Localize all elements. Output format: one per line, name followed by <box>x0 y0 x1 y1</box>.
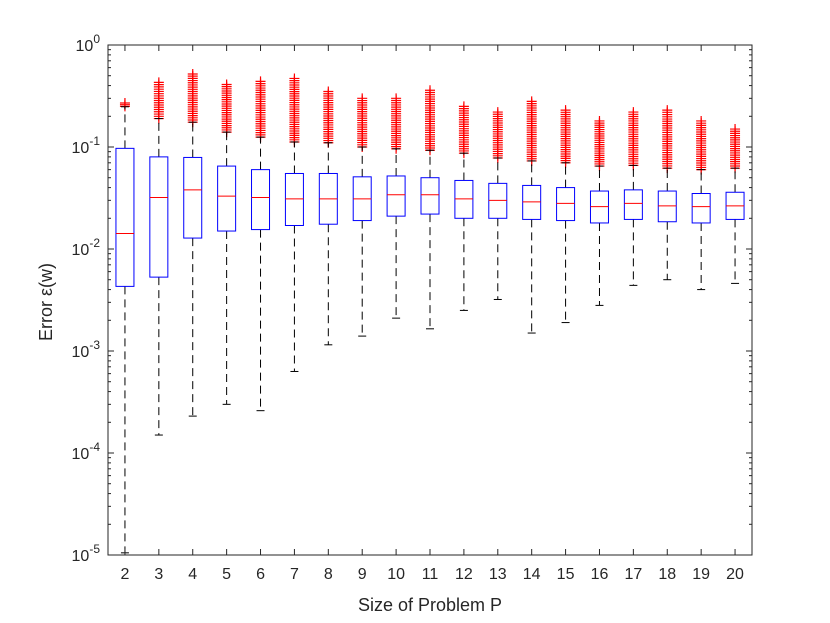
box-group-2 <box>115 98 135 554</box>
x-tick-label: 10 <box>387 566 405 583</box>
x-tick-label: 15 <box>557 566 575 583</box>
y-tick-exponent: -1 <box>89 134 100 148</box>
box-group-17 <box>623 107 643 286</box>
x-tick-label: 14 <box>523 566 541 583</box>
outlier-marker <box>526 96 537 107</box>
y-axis-title: Error ε(w) <box>36 263 56 341</box>
y-tick-base: 10 <box>72 446 90 463</box>
box-group-14 <box>522 96 542 334</box>
iqr-box <box>149 156 169 278</box>
outlier-marker <box>730 124 741 135</box>
y-tick-label: 10-3 <box>72 338 101 361</box>
y-tick-base: 10 <box>72 242 90 259</box>
outlier-marker <box>221 79 232 90</box>
x-tick-label: 19 <box>692 566 710 583</box>
outlier-marker <box>594 115 605 126</box>
iqr-box <box>386 175 406 217</box>
x-tick-label: 18 <box>658 566 676 583</box>
y-tick-exponent: -5 <box>89 542 100 556</box>
x-axis-title: Size of Problem P <box>358 595 502 615</box>
outlier-marker <box>323 86 334 97</box>
y-tick-label: 10-4 <box>72 440 101 463</box>
iqr-box <box>522 184 542 220</box>
y-tick-label: 10-2 <box>72 236 101 259</box>
box-group-6 <box>251 76 271 412</box>
iqr-box <box>420 177 440 215</box>
y-tick-exponent: -2 <box>89 236 100 250</box>
x-tick-label: 3 <box>154 566 163 583</box>
x-tick-label: 2 <box>120 566 129 583</box>
x-tick-label: 8 <box>324 566 333 583</box>
outlier-marker <box>628 107 639 118</box>
outlier-marker <box>187 68 198 79</box>
iqr-box <box>183 156 203 239</box>
x-tick-label: 9 <box>358 566 367 583</box>
outlier-marker <box>696 115 707 126</box>
iqr-box <box>115 147 135 287</box>
box-group-7 <box>284 73 304 372</box>
y-tick-label: 100 <box>76 32 101 55</box>
box-group-5 <box>217 79 237 405</box>
outlier-marker <box>289 73 300 84</box>
x-tick-label: 6 <box>256 566 265 583</box>
box-group-20 <box>725 124 745 284</box>
iqr-box <box>657 190 677 223</box>
y-tick-label: 10-1 <box>72 134 101 157</box>
iqr-box <box>556 187 576 222</box>
box-group-12 <box>454 101 474 311</box>
box-group-19 <box>691 115 711 291</box>
box-group-8 <box>318 86 338 346</box>
outlier-marker <box>458 101 469 112</box>
y-tick-base: 10 <box>72 344 90 361</box>
box-group-9 <box>352 93 372 337</box>
y-tick-base: 10 <box>72 140 90 157</box>
x-tick-label: 12 <box>455 566 473 583</box>
x-tick-label: 13 <box>489 566 507 583</box>
outlier-marker <box>153 77 164 88</box>
outlier-marker <box>357 93 368 104</box>
x-tick-label: 16 <box>591 566 609 583</box>
box-group-18 <box>657 105 677 281</box>
box-group-10 <box>386 93 406 319</box>
iqr-box <box>623 189 643 220</box>
outlier-marker <box>255 76 266 87</box>
box-group-13 <box>488 107 508 300</box>
iqr-box <box>284 172 304 226</box>
x-tick-label: 4 <box>188 566 197 583</box>
outlier-marker <box>492 107 503 118</box>
y-tick-exponent: -4 <box>89 440 100 454</box>
x-tick-label: 11 <box>422 566 439 583</box>
iqr-box <box>691 193 711 224</box>
y-tick-exponent: -3 <box>89 338 100 352</box>
outlier-marker <box>560 105 571 116</box>
box-group-11 <box>420 85 440 330</box>
y-tick-exponent: 0 <box>93 32 100 46</box>
box-plot-marks <box>115 68 745 554</box>
iqr-box <box>251 169 271 231</box>
x-tick-label: 20 <box>726 566 744 583</box>
box-group-15 <box>556 105 576 324</box>
outlier-marker <box>391 93 402 104</box>
iqr-box <box>217 165 237 232</box>
box-group-16 <box>589 115 609 306</box>
y-tick-base: 10 <box>72 548 90 565</box>
x-tick-label: 17 <box>624 566 642 583</box>
x-tick-label: 7 <box>290 566 299 583</box>
box-group-3 <box>149 77 169 436</box>
outlier-marker <box>425 85 435 96</box>
box-group-4 <box>183 68 203 417</box>
y-tick-base: 10 <box>76 38 94 55</box>
y-tick-label: 10-5 <box>72 542 101 565</box>
outlier-marker <box>662 105 673 116</box>
x-tick-label: 5 <box>222 566 231 583</box>
